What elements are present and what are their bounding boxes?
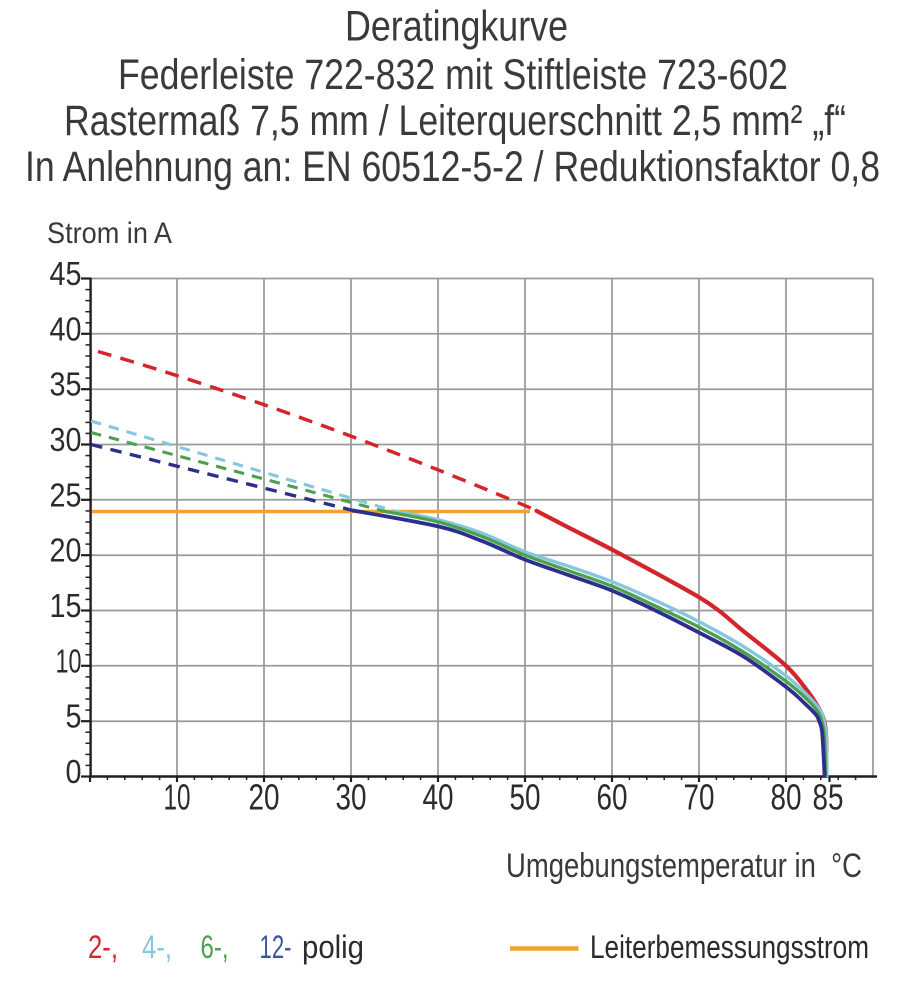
svg-text:45: 45 bbox=[50, 255, 82, 292]
svg-text:0: 0 bbox=[66, 753, 82, 790]
svg-text:20: 20 bbox=[249, 777, 280, 818]
svg-text:10: 10 bbox=[164, 777, 191, 818]
svg-text:60: 60 bbox=[597, 777, 628, 818]
svg-text:15: 15 bbox=[50, 587, 82, 624]
svg-text:80: 80 bbox=[771, 777, 802, 818]
svg-text:4-,: 4-, bbox=[142, 929, 172, 965]
svg-text:5: 5 bbox=[66, 698, 82, 735]
svg-text:50: 50 bbox=[510, 777, 541, 818]
svg-text:polig: polig bbox=[302, 929, 364, 965]
svg-text:Federleiste 722-832 mit Stiftl: Federleiste 722-832 mit Stiftleiste 723-… bbox=[118, 51, 788, 99]
svg-text:25: 25 bbox=[50, 476, 82, 513]
svg-text:35: 35 bbox=[50, 366, 82, 403]
svg-text:Deratingkurve: Deratingkurve bbox=[345, 3, 568, 51]
svg-text:70: 70 bbox=[684, 777, 715, 818]
svg-text:30: 30 bbox=[336, 777, 367, 818]
svg-text:12-: 12- bbox=[260, 929, 292, 965]
svg-text:6-,: 6-, bbox=[201, 929, 229, 965]
svg-text:85: 85 bbox=[813, 777, 844, 818]
svg-text:40: 40 bbox=[423, 777, 454, 818]
svg-text:30: 30 bbox=[50, 421, 82, 458]
svg-text:Strom in A: Strom in A bbox=[47, 217, 172, 250]
svg-text:In Anlehnung an: EN 60512-5-2: In Anlehnung an: EN 60512-5-2 / Reduktio… bbox=[25, 143, 880, 191]
svg-text:2-,: 2-, bbox=[88, 929, 118, 965]
svg-text:20: 20 bbox=[50, 532, 82, 569]
svg-text:Rastermaß 7,5 mm / Leiterquers: Rastermaß 7,5 mm / Leiterquerschnitt 2,5… bbox=[64, 97, 846, 145]
svg-text:Umgebungstemperatur in °C: Umgebungstemperatur in °C bbox=[506, 847, 862, 885]
svg-text:10: 10 bbox=[56, 642, 82, 679]
svg-text:40: 40 bbox=[50, 310, 82, 347]
svg-text:Leiterbemessungsstrom: Leiterbemessungsstrom bbox=[590, 929, 869, 965]
